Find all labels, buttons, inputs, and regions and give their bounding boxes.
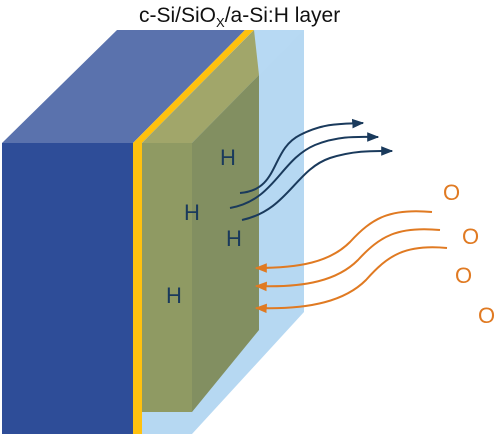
- hydrogen-atom: H: [226, 226, 242, 251]
- oxygen-atom: O: [462, 224, 479, 249]
- oxygen-inflow-arrow: [254, 246, 448, 314]
- asi-layer-side: [192, 75, 259, 412]
- oxygen-atom: O: [443, 180, 460, 205]
- oxygen-inflow-arrow: [254, 210, 433, 273]
- substrate-front-face: [2, 143, 133, 434]
- asi-layer-top: [142, 30, 259, 143]
- oxygen-atom: O: [478, 303, 495, 328]
- hydrogen-atom: H: [184, 200, 200, 225]
- layer-title: c-Si/SiOX/a-Si:H layer: [139, 4, 340, 30]
- hydrogen-atom: H: [220, 145, 236, 170]
- oxide-layer-top: [133, 30, 254, 143]
- hydrogen-outflow-arrow: [241, 146, 394, 221]
- asi-layer-face: [142, 143, 192, 412]
- hydrogen-outflow-arrow: [229, 132, 380, 209]
- hydrogen-atom: H: [166, 283, 182, 308]
- substrate-top-face: [2, 30, 245, 143]
- oxygen-atom: O: [455, 263, 472, 288]
- hydrogen-outflow-arrow: [239, 118, 365, 194]
- layer-title-subscript: X: [216, 15, 225, 30]
- oxide-layer-side: [133, 143, 142, 434]
- oxygen-inflow-arrow: [254, 228, 441, 292]
